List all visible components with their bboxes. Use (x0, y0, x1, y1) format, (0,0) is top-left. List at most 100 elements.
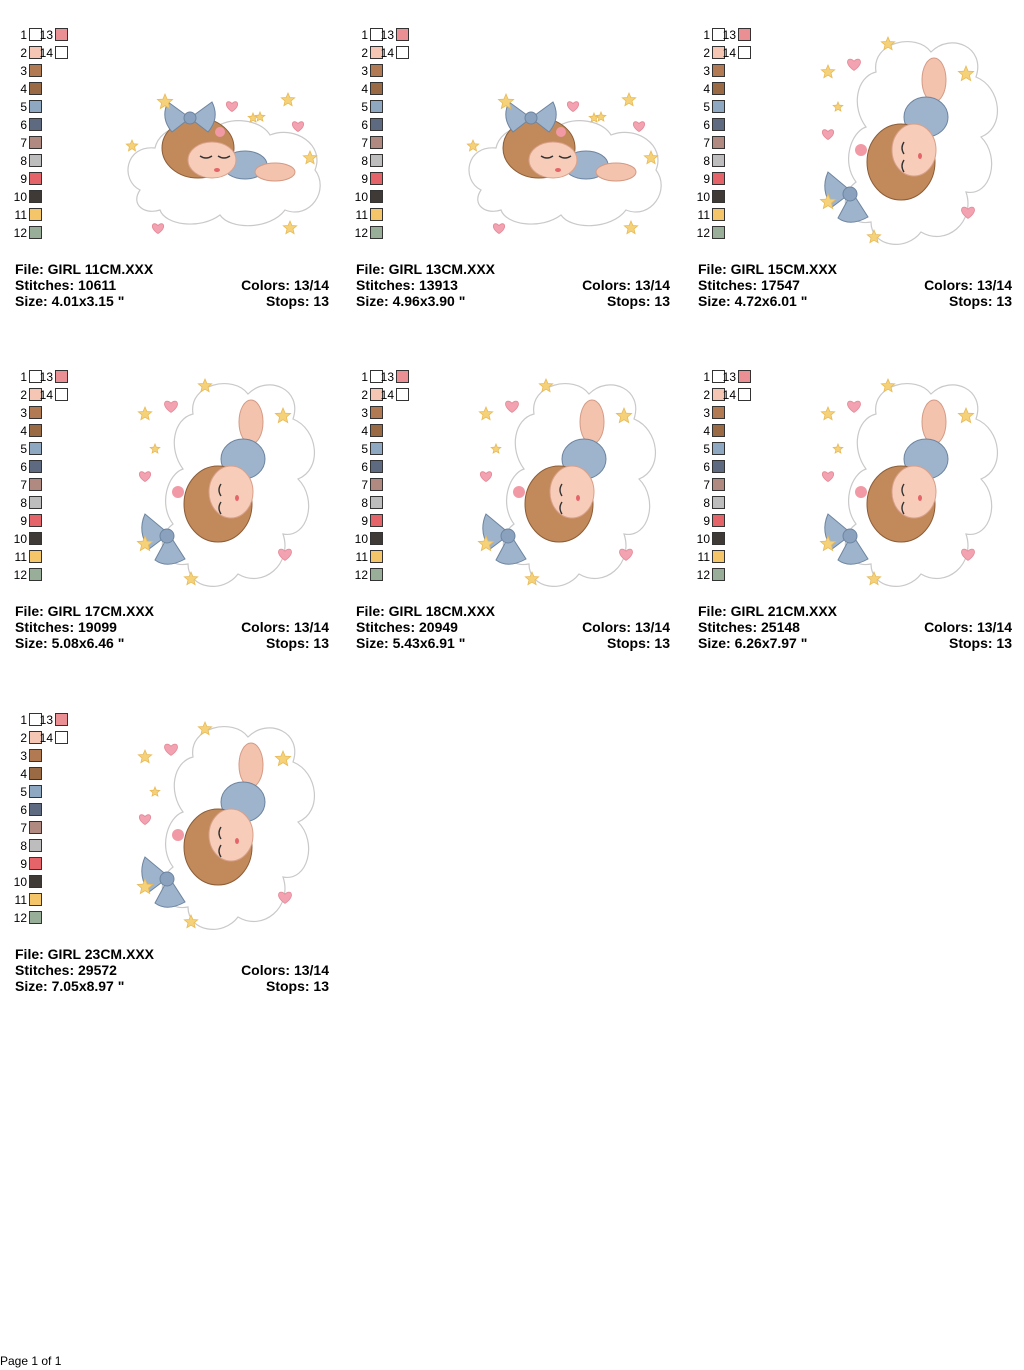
star-icon (490, 442, 502, 454)
star-icon (137, 405, 153, 421)
face-shape (891, 465, 937, 519)
heart-icon (847, 58, 861, 71)
swatch-number: 4 (361, 82, 368, 96)
swatch-color (712, 442, 725, 455)
swatch-color (738, 28, 751, 41)
swatch-number: 7 (20, 821, 27, 835)
star-icon (880, 377, 896, 393)
closed-eyes (559, 483, 563, 515)
star-icon (524, 570, 540, 586)
file-name: File: GIRL 23CM.XXX (15, 946, 154, 962)
swatch-number: 10 (696, 532, 710, 546)
design-preview (136, 377, 315, 587)
swatch-color (55, 731, 68, 744)
swatch-color (370, 568, 383, 581)
swatch-number: 10 (13, 190, 27, 204)
closed-eyes (901, 483, 905, 515)
swatch-number: 6 (361, 460, 368, 474)
design-size: Size: 6.26x7.97 " (698, 635, 808, 651)
face-shape (528, 141, 578, 179)
stop-count: Stops: 13 (948, 635, 1012, 651)
heart-icon (619, 548, 633, 561)
swatch-number: 10 (13, 532, 27, 546)
stitch-count: Stitches: 29572 (15, 962, 117, 978)
swatch-color (712, 532, 725, 545)
mouth-shape (576, 495, 580, 501)
swatch-number: 4 (20, 767, 27, 781)
swatch-color (370, 82, 383, 95)
star-icon (538, 377, 554, 393)
swatch-number: 2 (361, 388, 368, 402)
swatch-color (370, 46, 383, 59)
design-preview (819, 377, 998, 587)
closed-eyes (218, 483, 222, 515)
legs-shape (921, 399, 947, 445)
swatch-number: 14 (39, 46, 53, 60)
swatch-number: 2 (703, 388, 710, 402)
swatch-color (29, 911, 42, 924)
swatch-number: 9 (361, 172, 368, 186)
face-shape (208, 465, 254, 519)
star-icon (957, 64, 975, 82)
swatch-number: 11 (14, 893, 27, 907)
swatch-number: 14 (380, 46, 394, 60)
swatch-number: 13 (39, 370, 53, 384)
flower-shape (172, 829, 184, 841)
swatch-color (396, 370, 409, 383)
stop-count: Stops: 13 (265, 293, 329, 309)
heart-icon (278, 891, 292, 904)
swatch-color (29, 82, 42, 95)
swatch-color (55, 46, 68, 59)
swatch-color (55, 388, 68, 401)
swatch-color (29, 208, 42, 221)
swatch-number: 8 (20, 496, 27, 510)
stop-count: Stops: 13 (265, 635, 329, 651)
swatch-color (370, 532, 383, 545)
face-shape (549, 465, 595, 519)
swatch-number: 12 (13, 226, 27, 240)
swatch-number: 3 (20, 406, 27, 420)
swatch-color (712, 46, 725, 59)
swatch-number: 12 (13, 911, 27, 925)
swatch-color (712, 208, 725, 221)
swatch-number: 6 (361, 118, 368, 132)
swatch-number: 2 (20, 388, 27, 402)
swatch-color (370, 370, 383, 383)
swatch-color (396, 28, 409, 41)
swatch-number: 4 (361, 424, 368, 438)
swatch-color (712, 370, 725, 383)
swatch-number: 5 (20, 100, 27, 114)
bow-knot (159, 871, 175, 887)
swatch-number: 5 (361, 442, 368, 456)
swatch-color (712, 28, 725, 41)
swatch-color (396, 388, 409, 401)
swatch-color (712, 514, 725, 527)
swatch-number: 11 (697, 550, 710, 564)
swatch-number: 12 (354, 568, 368, 582)
star-icon (280, 91, 296, 107)
heart-icon (152, 223, 164, 235)
swatch-number: 14 (39, 388, 53, 402)
mouth-shape (235, 838, 239, 844)
heart-icon (139, 471, 151, 483)
swatch-color (738, 388, 751, 401)
swatch-number: 14 (380, 388, 394, 402)
swatch-color (29, 550, 42, 563)
swatch-number: 6 (703, 460, 710, 474)
star-icon (197, 720, 213, 736)
swatch-number: 1 (703, 28, 710, 42)
swatch-number: 11 (355, 208, 368, 222)
flower-shape (215, 127, 225, 137)
star-icon (819, 192, 837, 210)
design-size: Size: 5.08x6.46 " (15, 635, 125, 651)
color-count: Colors: 13/14 (241, 962, 329, 978)
swatch-color (29, 442, 42, 455)
star-icon (588, 111, 600, 123)
swatch-number: 10 (354, 190, 368, 204)
swatch-number: 3 (703, 64, 710, 78)
stitch-count: Stitches: 25148 (698, 619, 800, 635)
star-icon (302, 149, 318, 165)
swatch-number: 11 (697, 208, 710, 222)
stop-count: Stops: 13 (606, 293, 670, 309)
swatch-number: 12 (696, 226, 710, 240)
